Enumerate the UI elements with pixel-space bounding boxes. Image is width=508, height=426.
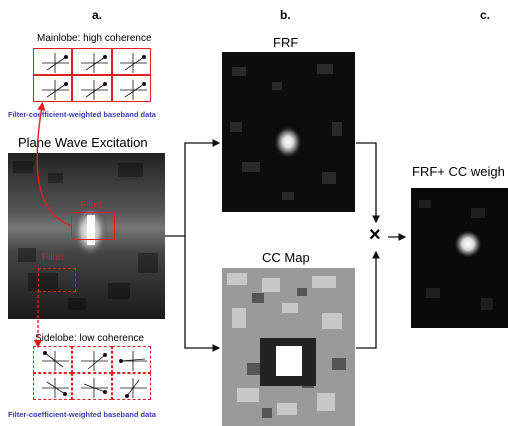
split-line-lower: [184, 236, 221, 352]
panel-label-a: a.: [92, 8, 103, 22]
channel-cell: [111, 346, 151, 373]
side-filter-box: [38, 268, 76, 292]
baseband-caption-top: Filter-coefficient-weighted baseband dat…: [8, 110, 156, 119]
result-title: FRF+ CC weigh: [412, 164, 505, 179]
sidelobe-channel-grid: [33, 346, 151, 400]
main-filter-label: Filter: [80, 200, 103, 211]
panel-label-b: b.: [280, 8, 291, 22]
sidelobe-phasor-icons: [42, 351, 147, 398]
multiply-symbol: ×: [369, 224, 381, 246]
channel-cell: [111, 75, 151, 102]
frf-to-multiply: [356, 142, 380, 224]
mainlobe-caption: Mainlobe: high coherence: [37, 33, 152, 44]
channel-cell: [33, 75, 73, 102]
channel-cell: [33, 48, 73, 75]
pwe-title: Plane Wave Excitation: [18, 135, 148, 150]
frf-title: FRF: [273, 35, 299, 50]
channel-cell: [33, 373, 73, 400]
mainlobe-phasor-icons: [42, 53, 147, 100]
mainlobe-arrow: [36, 101, 73, 227]
channel-cell: [72, 346, 112, 373]
sidelobe-caption: Sidelobe: low coherence: [35, 333, 144, 344]
ccmap-title: CC Map: [262, 250, 310, 265]
channel-cell: [72, 75, 112, 102]
frf-image: [222, 52, 355, 212]
split-line: [165, 139, 221, 237]
mainlobe-channel-grid: [33, 48, 151, 102]
side-filter-label: Filter: [42, 252, 65, 263]
channel-cell: [111, 373, 151, 400]
channel-cell: [72, 48, 112, 75]
baseband-caption-bottom: Filter-coefficient-weighted baseband dat…: [8, 410, 156, 419]
channel-cell: [72, 373, 112, 400]
plane-wave-image: [8, 153, 165, 319]
channel-cell: [111, 48, 151, 75]
cc-map-image: [222, 268, 355, 426]
cc-to-multiply: [356, 250, 380, 349]
channel-cell: [33, 346, 73, 373]
panel-label-c: c.: [480, 8, 491, 22]
result-image: [411, 188, 508, 328]
